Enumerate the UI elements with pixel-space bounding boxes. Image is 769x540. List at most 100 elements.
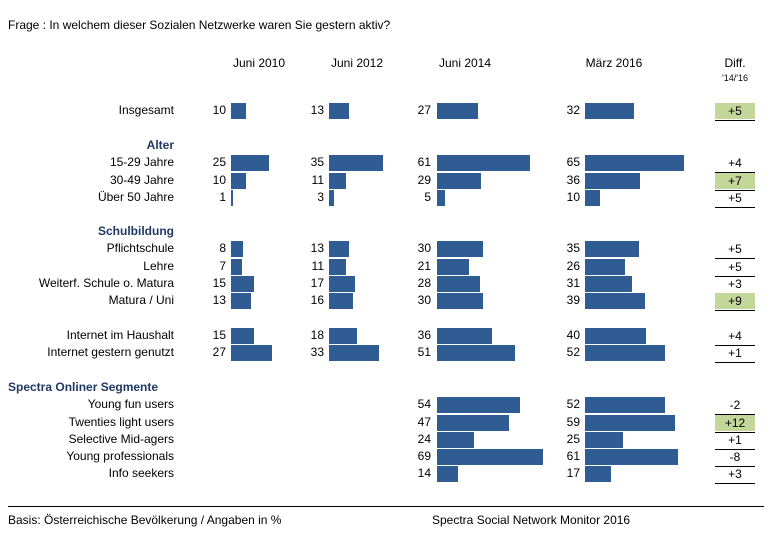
data-label: 14 [417, 466, 431, 480]
data-label: 27 [212, 345, 226, 359]
bar [231, 103, 246, 119]
survey-question: Frage : In welchem dieser Sozialen Netzw… [8, 18, 391, 32]
data-label: 10 [212, 103, 226, 117]
data-label: 18 [310, 328, 324, 342]
data-label: 35 [310, 155, 324, 169]
bar [585, 259, 625, 275]
data-label: 33 [310, 345, 324, 359]
data-label: 59 [566, 415, 580, 429]
row-label: 15-29 Jahre [109, 155, 174, 169]
bar [585, 466, 611, 482]
data-label: 27 [417, 103, 431, 117]
bar [329, 241, 349, 257]
bar [437, 328, 492, 344]
row-label: Insgesamt [118, 103, 174, 117]
data-label: 69 [417, 449, 431, 463]
bar [437, 415, 509, 431]
data-label: 24 [417, 432, 431, 446]
diff-underline [715, 466, 755, 467]
column-header: Juni 2012 [330, 56, 384, 70]
data-label: 30 [417, 293, 431, 307]
column-header: Juni 2010 [232, 56, 286, 70]
footer-basis: Basis: Österreichische Bevölkerung / Ang… [8, 513, 282, 527]
row-label: Lehre [143, 259, 174, 273]
diff-underline [715, 172, 755, 173]
diff-subheader: '14/'16 [722, 73, 748, 83]
data-label: 21 [417, 259, 431, 273]
data-label: 32 [566, 103, 580, 117]
diff-underline [715, 258, 755, 259]
bar [585, 328, 646, 344]
data-label: 40 [566, 328, 580, 342]
data-label: 11 [311, 173, 324, 187]
row-label: Selective Mid-agers [68, 432, 174, 446]
bar [437, 103, 478, 119]
data-label: 36 [417, 328, 431, 342]
diff-underline [715, 414, 755, 415]
bar [231, 155, 269, 171]
data-label: 16 [310, 293, 324, 307]
data-label: 15 [212, 328, 226, 342]
row-label: Weiterf. Schule o. Matura [38, 276, 174, 290]
data-label: 61 [417, 155, 431, 169]
diff-value: +4 [728, 156, 742, 170]
diff-value: +5 [728, 242, 742, 256]
diff-underline [715, 362, 755, 363]
bar [437, 241, 483, 257]
data-label: 65 [566, 155, 580, 169]
diff-underline [715, 120, 755, 121]
diff-value: -2 [729, 398, 741, 412]
row-label: Internet gestern genutzt [47, 345, 174, 359]
row-label: Pflichtschule [106, 241, 174, 255]
data-label: 10 [566, 190, 580, 204]
bar [585, 173, 640, 189]
bar [585, 345, 665, 361]
bar [437, 190, 445, 206]
bar [437, 173, 481, 189]
row-label: Info seekers [108, 466, 174, 480]
data-label: 52 [566, 345, 580, 359]
data-label: 10 [212, 173, 226, 187]
data-label: 3 [317, 190, 324, 204]
diff-underline [715, 449, 755, 450]
bar [585, 276, 632, 292]
diff-value: +1 [728, 346, 742, 360]
bar [585, 293, 645, 309]
diff-underline [715, 190, 755, 191]
data-label: 11 [311, 259, 324, 273]
data-label: 26 [566, 259, 580, 273]
bar [585, 432, 623, 448]
section-title: Schulbildung [98, 224, 174, 238]
diff-value: +3 [728, 467, 742, 481]
data-label: 47 [417, 415, 431, 429]
data-label: 30 [417, 241, 431, 255]
diff-value: +5 [715, 103, 755, 119]
data-label: 13 [310, 103, 324, 117]
data-label: 25 [566, 432, 580, 446]
bar [231, 293, 251, 309]
column-header: März 2016 [585, 56, 643, 70]
section-title: Spectra Onliner Segmente [8, 380, 159, 394]
diff-underline [715, 345, 755, 346]
diff-underline [715, 276, 755, 277]
bar [437, 397, 520, 413]
data-label: 8 [219, 241, 226, 255]
data-label: 61 [566, 449, 580, 463]
bar [437, 449, 543, 465]
diff-underline [715, 483, 755, 484]
data-label: 7 [219, 259, 226, 273]
diff-value: -8 [729, 450, 741, 464]
bar [329, 155, 383, 171]
bar [329, 190, 334, 206]
diff-value: +9 [715, 293, 755, 309]
bar [231, 276, 254, 292]
diff-header: Diff. [724, 56, 746, 70]
section-title: Alter [146, 138, 174, 152]
bar [437, 432, 474, 448]
bar [329, 103, 349, 119]
bar [437, 345, 515, 361]
data-label: 17 [310, 276, 324, 290]
data-label: 5 [424, 190, 431, 204]
diff-underline [715, 207, 755, 208]
data-label: 51 [417, 345, 431, 359]
